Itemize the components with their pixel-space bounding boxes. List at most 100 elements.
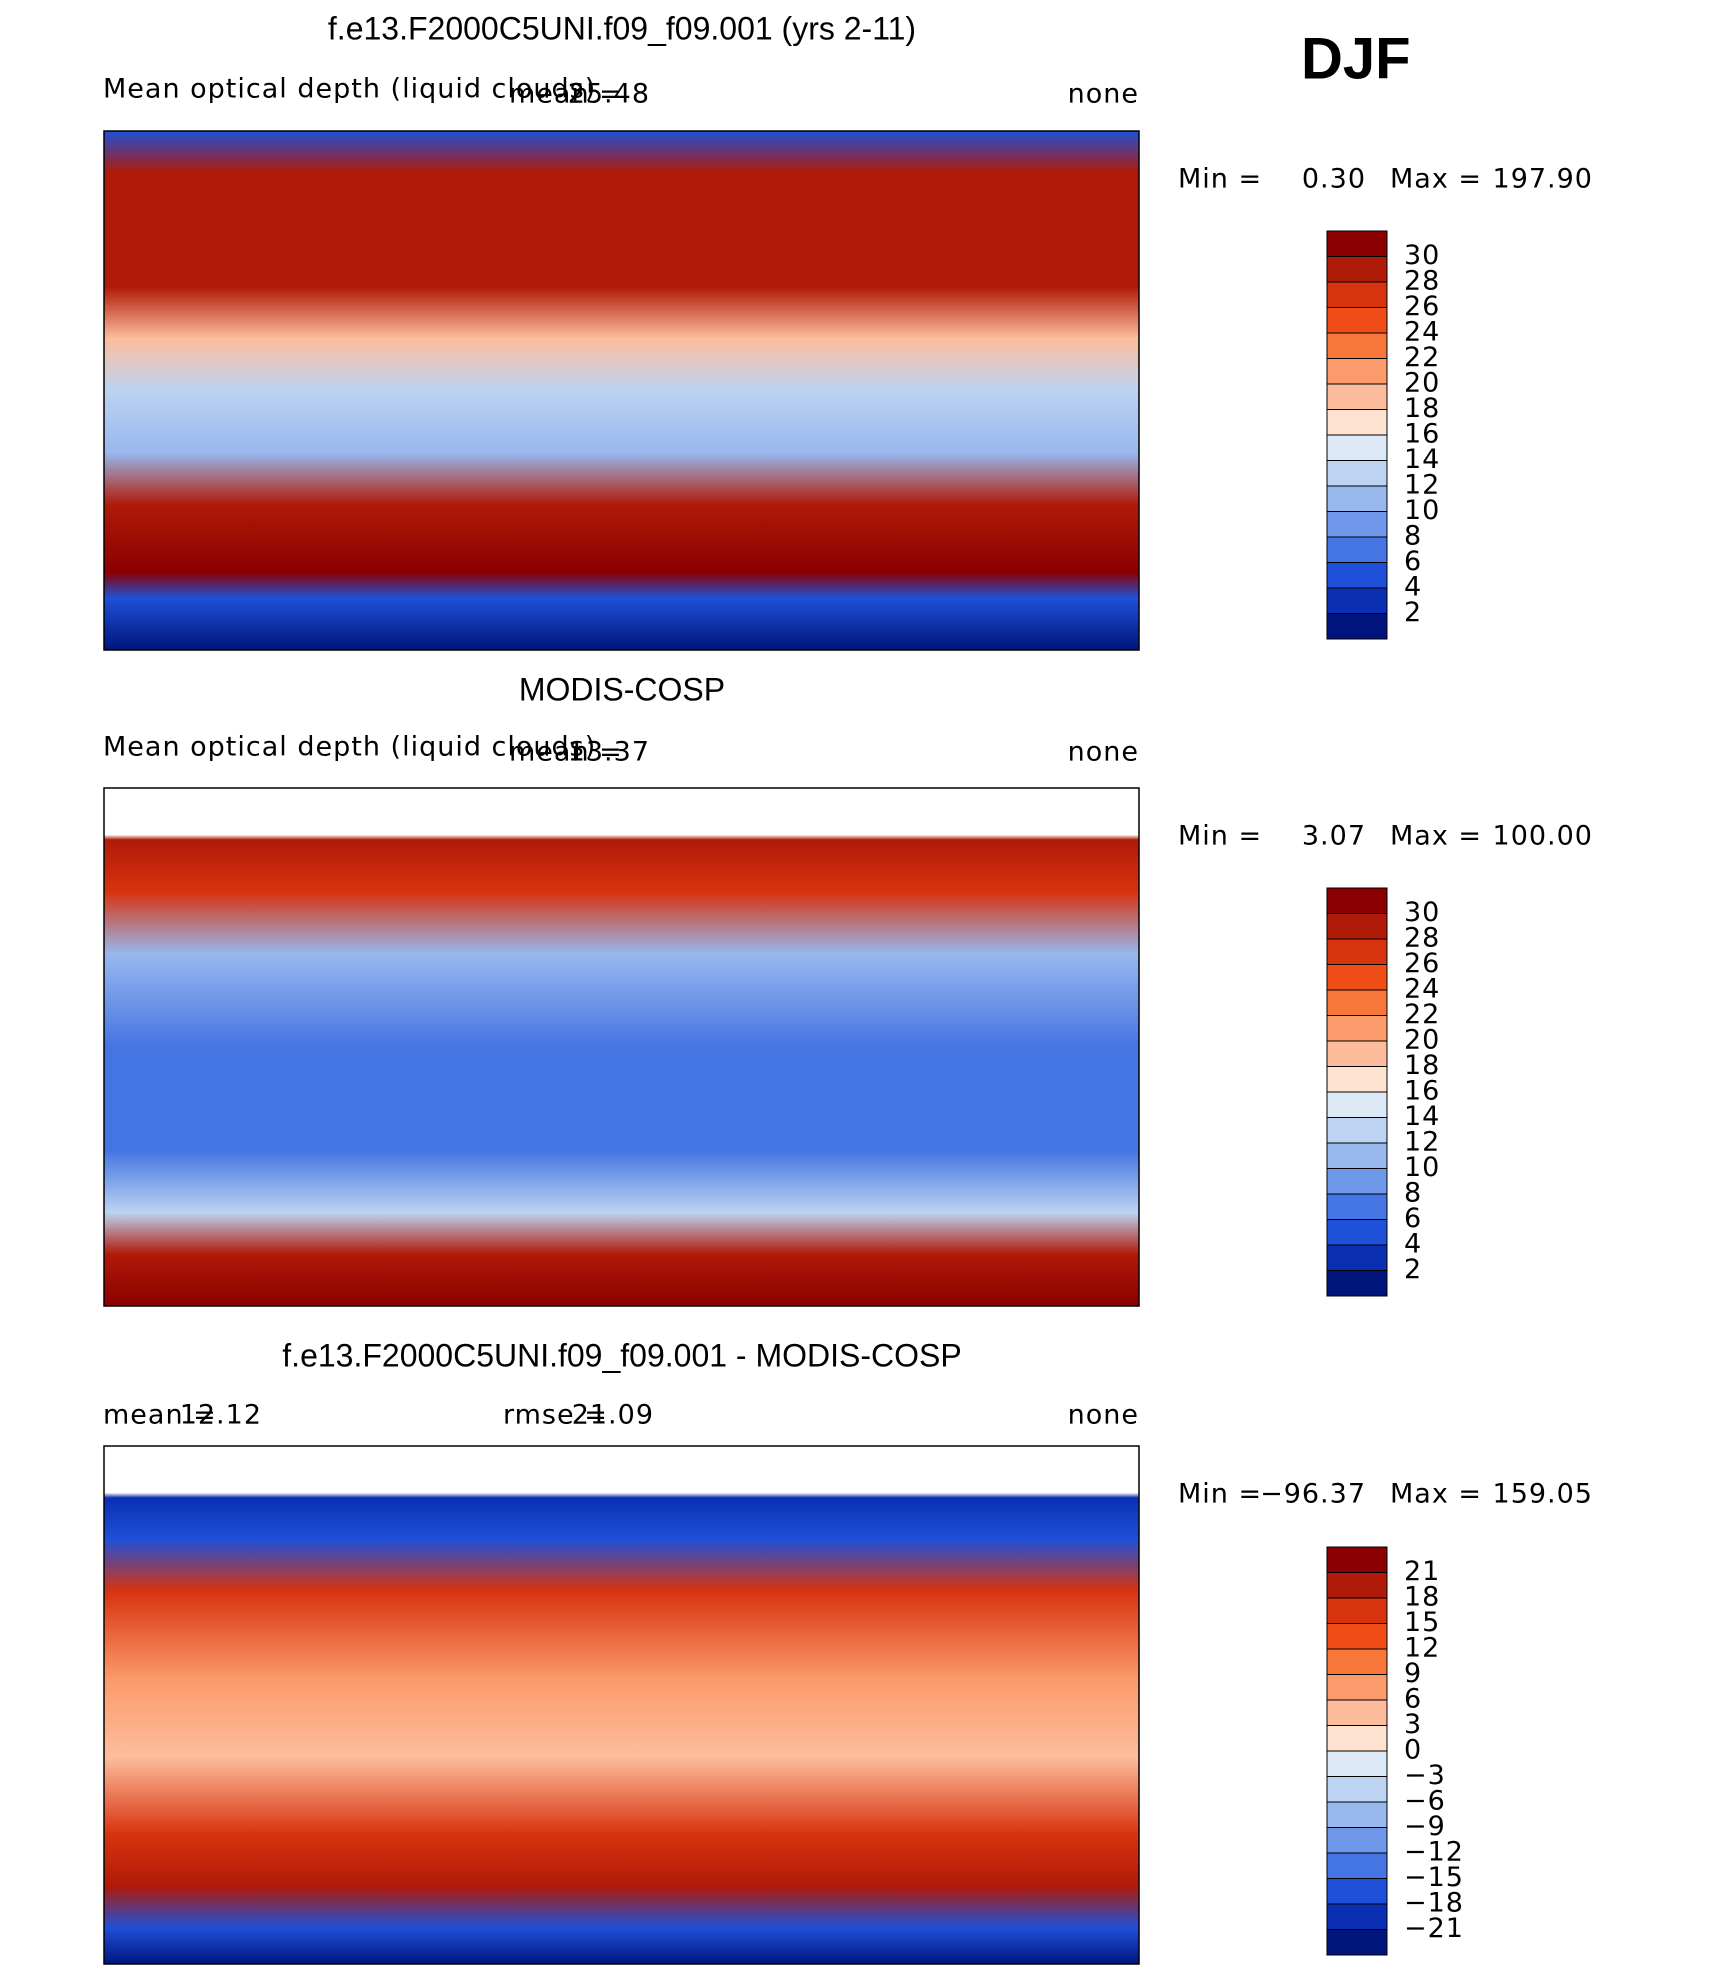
colorbar-swatch xyxy=(1326,256,1388,283)
max-value: 100.00 xyxy=(1493,821,1593,852)
map-field xyxy=(103,130,1140,651)
colorbar-label: −18 xyxy=(1404,1888,1464,1919)
min-label: Min = xyxy=(1178,1479,1262,1510)
panel-title: f.e13.F2000C5UNI.f09_f09.001 - MODIS-COS… xyxy=(282,1337,961,1373)
colorbar-swatch xyxy=(1326,511,1388,538)
colorbar-label: 28 xyxy=(1404,266,1440,297)
colorbar-label: 18 xyxy=(1404,1582,1440,1613)
colorbar-swatch xyxy=(1326,989,1388,1016)
colorbar-swatch xyxy=(1326,613,1388,640)
colorbar-label: 15 xyxy=(1404,1607,1440,1638)
colorbar-label: 26 xyxy=(1404,291,1440,322)
colorbar-swatch xyxy=(1326,1674,1388,1701)
colorbar-swatch xyxy=(1326,281,1388,308)
colorbar-swatch xyxy=(1326,1168,1388,1195)
colorbar-swatch xyxy=(1326,332,1388,359)
colorbar-swatch xyxy=(1326,1878,1388,1905)
colorbar-label: 30 xyxy=(1404,897,1440,928)
colorbar-label: 14 xyxy=(1404,1101,1440,1132)
panel-subtitle: Mean optical depth (liquid clouds) xyxy=(103,732,596,763)
colorbar-label: 8 xyxy=(1404,521,1422,552)
colorbar-label: 4 xyxy=(1404,1229,1422,1260)
min-value: 0.30 xyxy=(1302,164,1366,195)
min-label: Min = xyxy=(1178,821,1262,852)
colorbar-swatch xyxy=(1326,1597,1388,1624)
colorbar-label: 12 xyxy=(1404,1127,1440,1158)
colorbar-swatch xyxy=(1326,964,1388,991)
colorbar-label: 24 xyxy=(1404,974,1440,1005)
colorbar-swatch xyxy=(1326,1750,1388,1777)
colorbar-label: 20 xyxy=(1404,368,1440,399)
colorbar-label: 12 xyxy=(1404,470,1440,501)
colorbar-label: 24 xyxy=(1404,317,1440,348)
colorbar-swatch xyxy=(1326,1193,1388,1220)
colorbar-label: 10 xyxy=(1404,1152,1440,1183)
colorbar-label: 21 xyxy=(1404,1556,1440,1587)
colorbar-swatch xyxy=(1326,1725,1388,1752)
colorbar-swatch xyxy=(1326,913,1388,940)
colorbar-swatch xyxy=(1326,1623,1388,1650)
max-label: Max = xyxy=(1390,164,1482,195)
colorbar-swatch xyxy=(1326,307,1388,334)
colorbar-label: 8 xyxy=(1404,1178,1422,1209)
colorbar-label: 16 xyxy=(1404,1076,1440,1107)
colorbar-swatch xyxy=(1326,1827,1388,1854)
colorbar-label: −9 xyxy=(1404,1811,1446,1842)
colorbar-swatch xyxy=(1326,1572,1388,1599)
colorbar-label: 16 xyxy=(1404,419,1440,450)
colorbar-swatch xyxy=(1326,562,1388,589)
stat-label: mean = xyxy=(509,79,623,110)
max-value: 197.90 xyxy=(1493,164,1593,195)
colorbar-swatch xyxy=(1326,1142,1388,1169)
colorbar-label: 9 xyxy=(1404,1658,1422,1689)
colorbar-swatch xyxy=(1326,434,1388,461)
colorbar-swatch xyxy=(1326,1852,1388,1879)
colorbar-swatch xyxy=(1326,1648,1388,1675)
colorbar-label: −15 xyxy=(1404,1862,1464,1893)
min-value: −96.37 xyxy=(1260,1479,1366,1510)
colorbar-swatch xyxy=(1326,1699,1388,1726)
stat-value: 21.09 xyxy=(572,1400,654,1431)
stat-value: 25.48 xyxy=(568,79,650,110)
min-value: 3.07 xyxy=(1302,821,1366,852)
colorbar-swatch xyxy=(1326,409,1388,436)
units-label: none xyxy=(1068,1400,1139,1431)
stat-value: 13.37 xyxy=(568,737,650,768)
panel-subtitle: Mean optical depth (liquid clouds) xyxy=(103,74,596,105)
panel-title: f.e13.F2000C5UNI.f09_f09.001 (yrs 2-11) xyxy=(328,10,916,46)
colorbar-swatch xyxy=(1326,485,1388,512)
colorbar-label: 6 xyxy=(1404,1203,1422,1234)
colorbar-swatch xyxy=(1326,587,1388,614)
colorbar-swatch xyxy=(1326,1015,1388,1042)
units-label: none xyxy=(1068,737,1139,768)
colorbar-swatch xyxy=(1326,887,1388,914)
max-value: 159.05 xyxy=(1493,1479,1593,1510)
colorbar-swatch xyxy=(1326,358,1388,385)
colorbar-swatch xyxy=(1326,1546,1388,1573)
colorbar-swatch xyxy=(1326,1117,1388,1144)
colorbar-label: 18 xyxy=(1404,1050,1440,1081)
colorbar-label: −21 xyxy=(1404,1913,1464,1944)
colorbar-swatch xyxy=(1326,1219,1388,1246)
colorbar-swatch xyxy=(1326,1929,1388,1956)
colorbar-label: 26 xyxy=(1404,948,1440,979)
colorbar-label: 6 xyxy=(1404,546,1422,577)
colorbar-label: 0 xyxy=(1404,1735,1422,1766)
colorbar-label: 18 xyxy=(1404,393,1440,424)
max-label: Max = xyxy=(1390,1479,1482,1510)
max-label: Max = xyxy=(1390,821,1482,852)
colorbar-label: 12 xyxy=(1404,1633,1440,1664)
colorbar-swatch xyxy=(1326,460,1388,487)
colorbar-swatch xyxy=(1326,1903,1388,1930)
min-label: Min = xyxy=(1178,164,1262,195)
colorbar-label: −12 xyxy=(1404,1837,1464,1868)
colorbar-label: 2 xyxy=(1404,597,1422,628)
season-label: DJF xyxy=(1301,26,1411,91)
colorbar-label: −3 xyxy=(1404,1760,1446,1791)
colorbar-swatch xyxy=(1326,1040,1388,1067)
stat-label: rmse = xyxy=(503,1400,608,1431)
colorbar-swatch xyxy=(1326,938,1388,965)
colorbar-label: 28 xyxy=(1404,923,1440,954)
colorbar-label: 6 xyxy=(1404,1684,1422,1715)
